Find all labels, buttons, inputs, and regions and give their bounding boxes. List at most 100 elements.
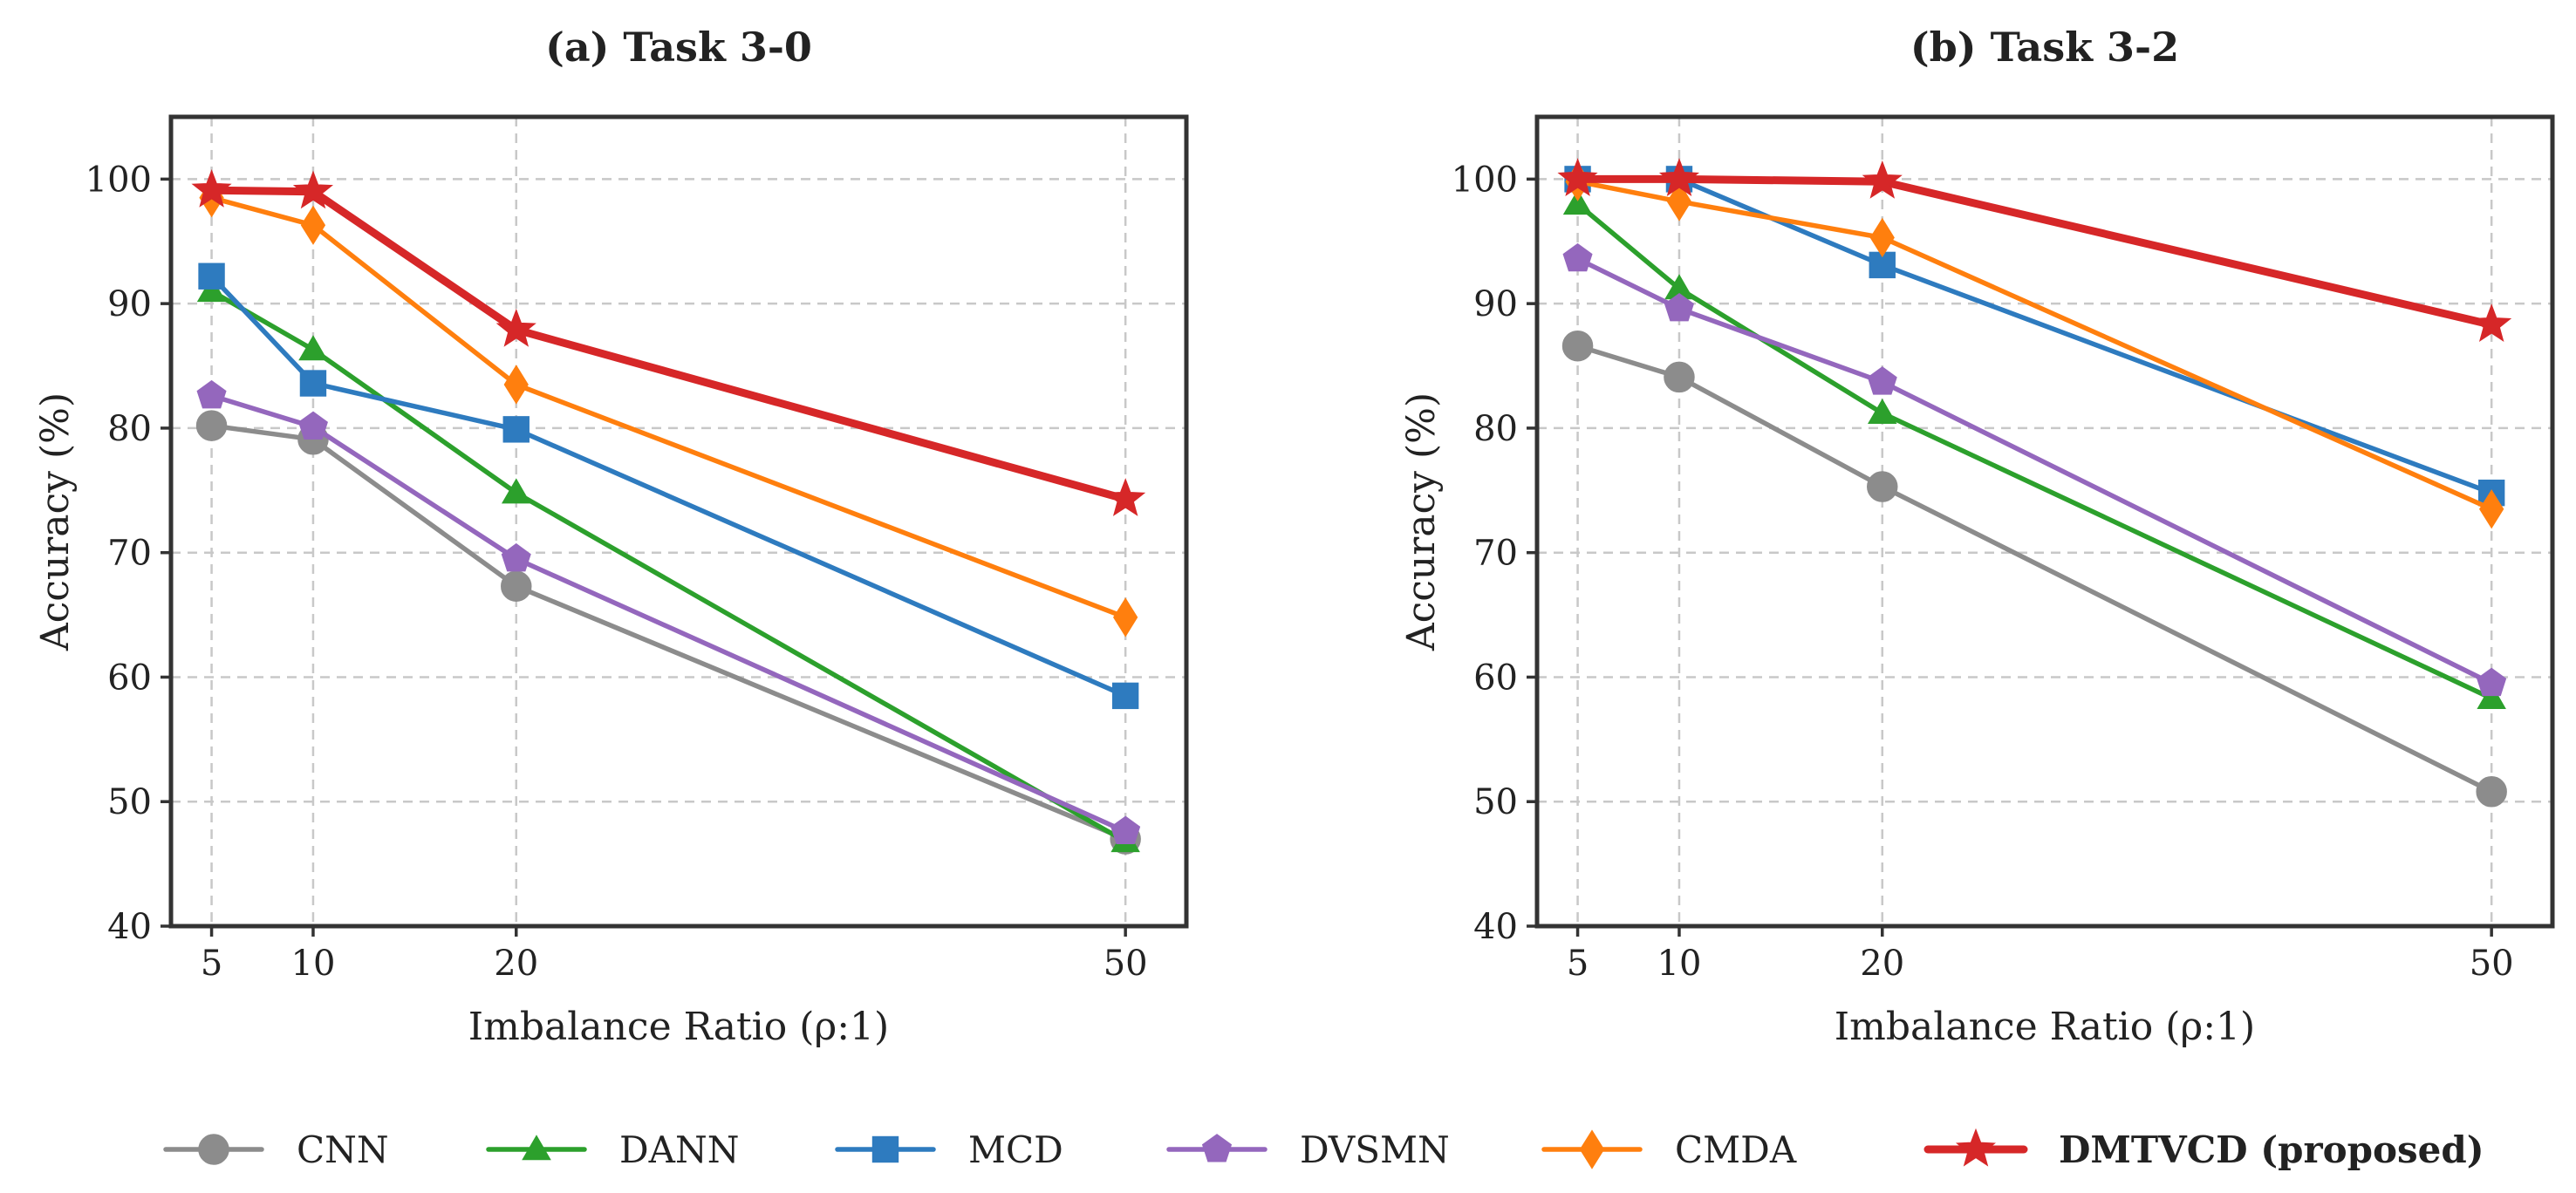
data-point-dvsmn-50 — [1110, 815, 1141, 844]
data-point-dvsmn-20 — [501, 542, 531, 572]
data-point-cmda-50 — [2479, 489, 2504, 529]
x-tick-label: 50 — [2470, 944, 2514, 984]
legend-label: CMDA — [1675, 1128, 1797, 1171]
legend-label: DVSMN — [1300, 1128, 1450, 1171]
series-line-dann — [1575, 201, 2494, 701]
y-tick-label: 70 — [107, 534, 152, 574]
legend-marker-dann — [522, 1135, 551, 1161]
series-line-dann — [208, 289, 1128, 844]
x-tick-label: 10 — [1657, 944, 1702, 984]
legend-item-mcd: MCD — [835, 1128, 1063, 1171]
series-line-mcd — [208, 273, 1128, 699]
data-point-cmda-10 — [300, 205, 326, 245]
x-tick-label: 20 — [494, 944, 538, 984]
panel-title: (a) Task 3-0 — [545, 24, 812, 71]
legend-label: DANN — [619, 1128, 740, 1171]
series-line-dvsmn — [208, 393, 1128, 835]
data-point-dmtvcd-proposed-5 — [1557, 158, 1598, 197]
series-dmtvcd-proposed — [1557, 158, 2512, 343]
data-point-dmtvcd-proposed-50 — [2471, 303, 2512, 343]
data-point-cmda-20 — [1869, 217, 1895, 258]
data-point-cmda-50 — [1113, 597, 1138, 637]
data-point-mcd-5 — [198, 262, 225, 290]
series-mcd — [198, 262, 1139, 710]
data-point-mcd-20 — [502, 416, 530, 443]
y-tick-label: 40 — [107, 907, 152, 947]
data-point-dmtvcd-proposed-10 — [1658, 158, 1700, 197]
legend-item-cmda: CMDA — [1541, 1128, 1797, 1171]
panel-title: (b) Task 3-2 — [1910, 24, 2179, 71]
y-tick-label: 60 — [107, 658, 152, 698]
data-point-cnn-10 — [1664, 361, 1695, 393]
data-point-dmtvcd-proposed-20 — [495, 308, 536, 347]
y-tick-label: 100 — [1452, 160, 1518, 200]
data-point-dvsmn-10 — [297, 411, 328, 440]
series-line-cnn — [208, 423, 1128, 842]
series-line-dvsmn — [1575, 256, 2494, 686]
y-tick-label: 50 — [1473, 782, 1518, 822]
data-point-mcd-50 — [1111, 682, 1139, 710]
series-dvsmn — [1562, 242, 2507, 697]
series-cnn — [1561, 330, 2507, 808]
legend: CNN DANN MCD DVSMN CMDA DMTVCD (proposed) — [163, 1128, 2484, 1171]
series-cnn — [195, 410, 1141, 855]
y-tick-label: 40 — [1473, 907, 1518, 947]
data-point-dann-20 — [501, 478, 531, 504]
legend-marker-mcd — [871, 1135, 899, 1163]
y-tick-label: 90 — [1473, 284, 1518, 324]
legend-label: MCD — [968, 1128, 1063, 1171]
legend-item-cnn: CNN — [163, 1128, 389, 1171]
series-line-dmtvcd-proposed — [208, 186, 1130, 503]
x-axis-label: Imbalance Ratio (ρ:1) — [468, 1005, 889, 1049]
data-point-cmda-10 — [1666, 181, 1692, 222]
x-tick-label: 5 — [1567, 944, 1589, 984]
y-axis-label: Accuracy (%) — [33, 392, 78, 651]
data-point-dann-5 — [196, 276, 227, 303]
data-point-dmtvcd-proposed-5 — [191, 168, 232, 208]
data-point-dmtvcd-proposed-10 — [292, 170, 334, 209]
y-tick-label: 80 — [1473, 409, 1518, 449]
x-tick-label: 20 — [1860, 944, 1904, 984]
legend-item-dann: DANN — [486, 1128, 740, 1171]
y-tick-label: 100 — [85, 160, 152, 200]
data-point-cnn-20 — [501, 570, 532, 602]
legend-marker-dmtvcd-proposed — [1955, 1128, 1997, 1167]
y-tick-label: 60 — [1473, 658, 1518, 698]
panel-task-3-0: (a) Task 3-0 40 50 60 70 80 90 100 5 10 20 50 Imbala… — [33, 24, 1189, 1049]
data-point-dann-50 — [2477, 683, 2506, 709]
legend-marker-cnn — [198, 1134, 229, 1165]
y-tick-label: 70 — [1473, 534, 1518, 574]
data-point-dvsmn-50 — [2477, 667, 2507, 697]
series-cmda — [199, 178, 1138, 637]
data-point-cmda-20 — [503, 365, 529, 405]
data-point-cnn-50 — [2476, 776, 2507, 808]
legend-label: CNN — [297, 1128, 389, 1171]
data-point-dann-5 — [1562, 189, 1593, 215]
series-line-cmda — [1575, 179, 2494, 512]
data-point-dann-10 — [298, 335, 328, 361]
y-tick-label: 80 — [107, 409, 152, 449]
series-line-cmda — [208, 195, 1128, 620]
legend-item-dvsmn: DVSMN — [1166, 1128, 1450, 1171]
series-dmtvcd-proposed — [191, 168, 1146, 516]
legend-marker-dvsmn — [1201, 1134, 1233, 1162]
data-point-dvsmn-5 — [196, 379, 227, 409]
series-dvsmn — [196, 379, 1141, 844]
plot-frame — [168, 114, 1189, 929]
data-point-dmtvcd-proposed-50 — [1105, 478, 1146, 516]
series-line-cnn — [1575, 343, 2494, 794]
y-axis-label: Accuracy (%) — [1399, 392, 1444, 651]
legend-label: DMTVCD (proposed) — [2059, 1128, 2484, 1171]
y-tick-label: 50 — [107, 782, 152, 822]
data-point-cnn-5 — [1561, 330, 1594, 362]
x-tick-label: 10 — [291, 944, 336, 984]
data-point-dmtvcd-proposed-20 — [1862, 160, 1903, 199]
data-point-dvsmn-20 — [1867, 366, 1897, 395]
data-point-cnn-20 — [1867, 471, 1898, 502]
data-point-dvsmn-10 — [1664, 292, 1694, 322]
x-tick-label: 50 — [1104, 944, 1148, 984]
data-point-cnn-5 — [195, 410, 228, 441]
legend-item-dmtvcd-proposed: DMTVCD (proposed) — [1923, 1128, 2484, 1171]
series-dann — [196, 276, 1140, 853]
panel-task-3-2: (b) Task 3-2 40 50 60 70 80 90 100 5 10 20 50 Imbala… — [1399, 24, 2555, 1049]
